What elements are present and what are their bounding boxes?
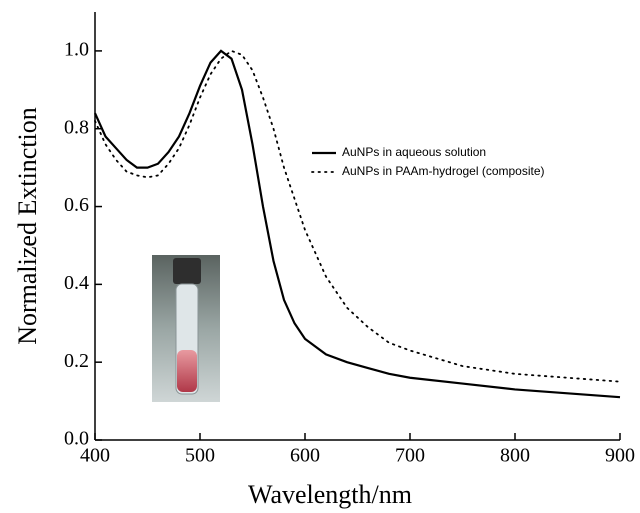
series-line xyxy=(94,49,621,383)
y-tick-label: 0.0 xyxy=(64,428,89,450)
legend-label: AuNPs in PAAm-hydrogel (composite) xyxy=(342,164,545,178)
x-tick-label: 900 xyxy=(605,445,635,467)
x-axis-label: Wavelength/nm xyxy=(248,480,412,509)
x-tick-label: 800 xyxy=(500,445,530,467)
x-tick-label: 400 xyxy=(80,445,110,467)
x-tick-label: 600 xyxy=(290,445,320,467)
inset-photo xyxy=(152,255,220,402)
legend-label: AuNPs in aqueous solution xyxy=(342,145,486,159)
x-tick-label: 500 xyxy=(185,445,215,467)
y-tick-label: 0.2 xyxy=(64,350,89,372)
y-tick-label: 0.8 xyxy=(64,116,89,138)
y-tick-label: 0.4 xyxy=(64,272,89,294)
series-line xyxy=(93,49,621,399)
y-tick-label: 1.0 xyxy=(64,39,89,61)
x-tick-label: 700 xyxy=(395,445,425,467)
y-tick-label: 0.6 xyxy=(64,194,89,216)
y-axis-label: Normalized Extinction xyxy=(13,107,42,345)
